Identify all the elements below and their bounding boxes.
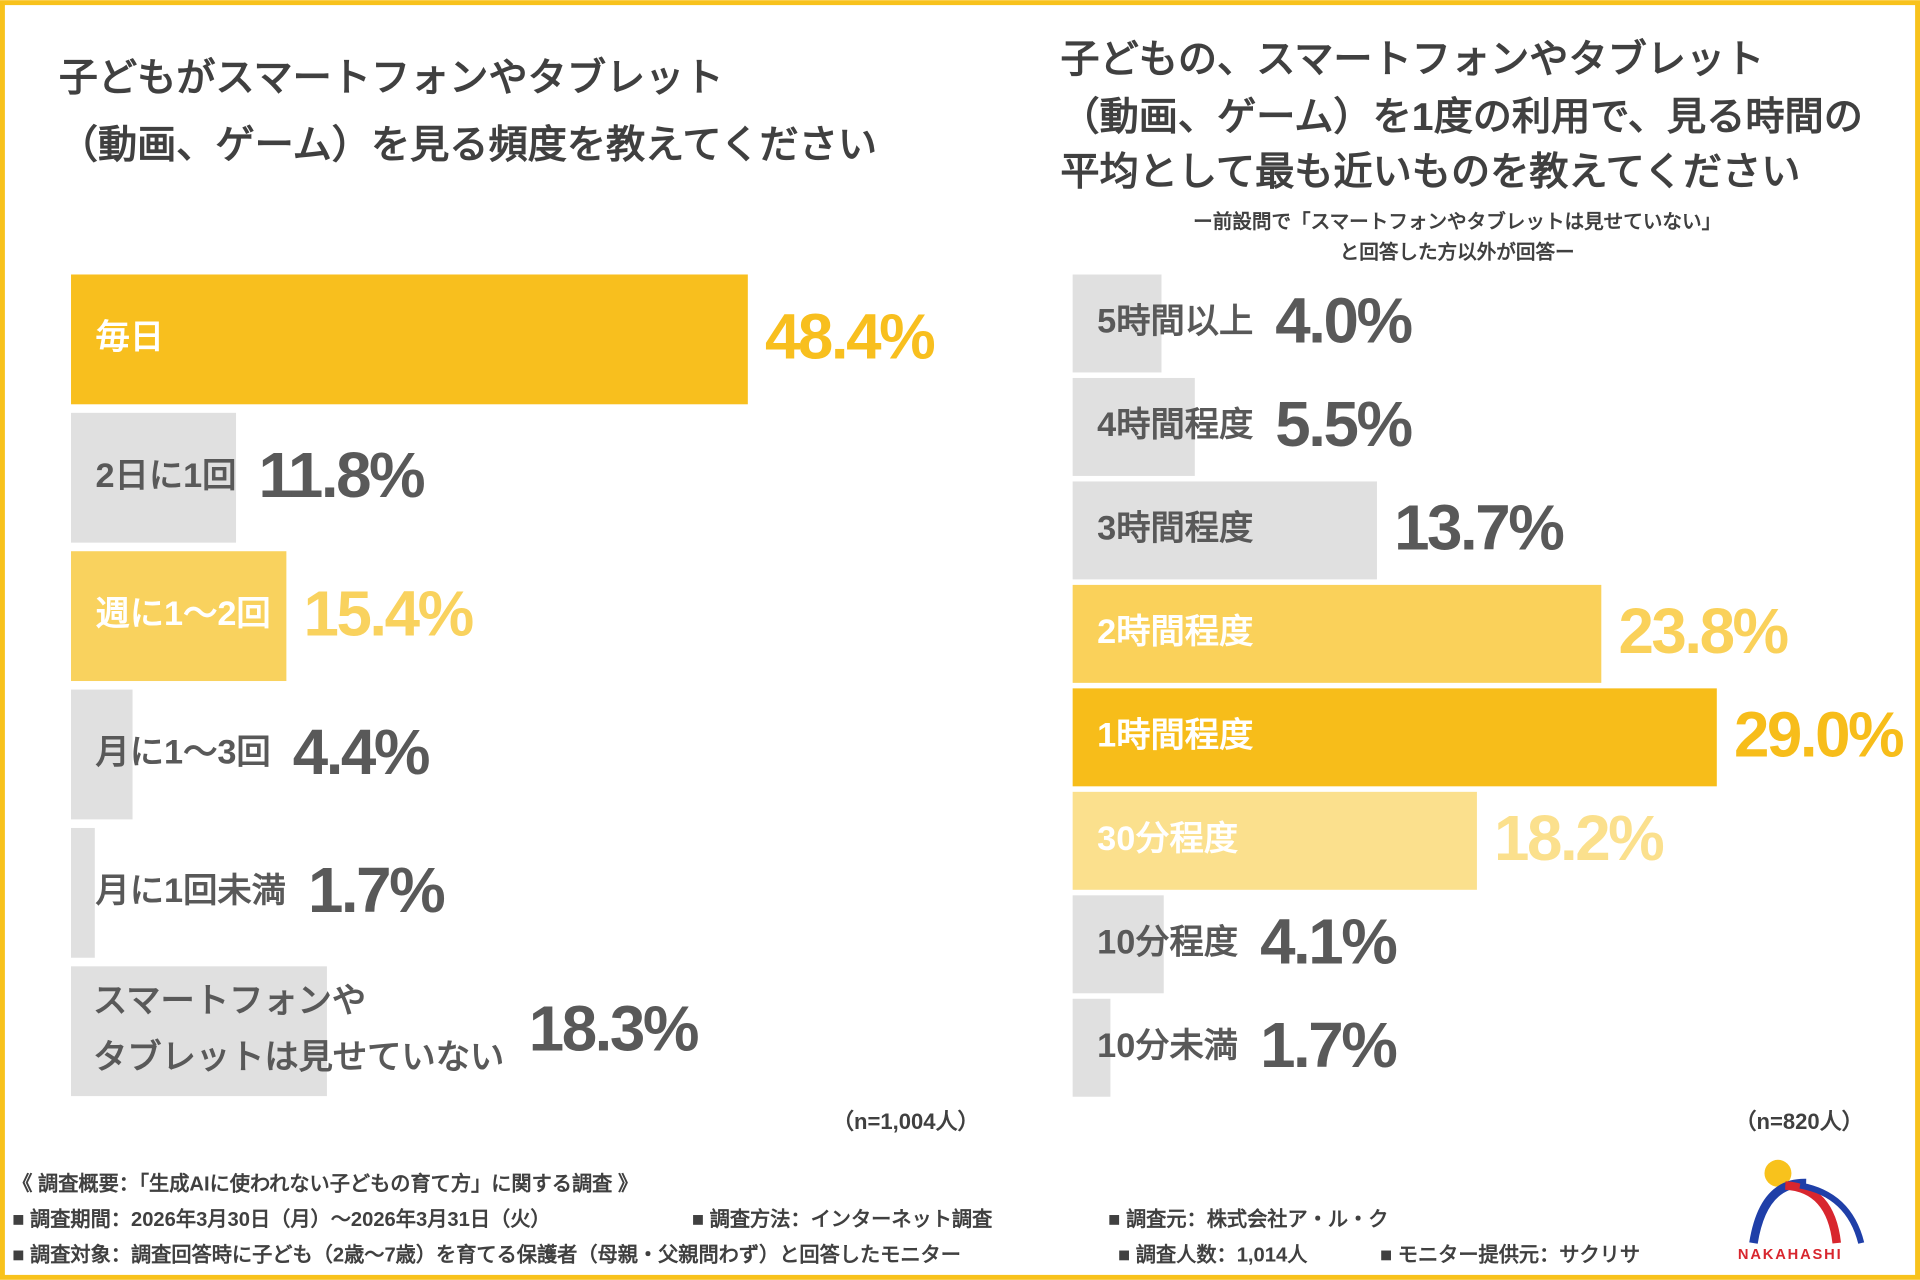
value-label: 4.1% [1260,907,1396,978]
bar [1072,584,1602,683]
value-label: 4.4% [293,717,429,788]
category-label: 4時間程度 [1097,406,1254,444]
value-label: 23.8% [1618,596,1787,667]
chart-subtitle: と回答した方以外が回答ー [1340,241,1575,264]
bar [1072,791,1477,890]
value-label: 29.0% [1734,700,1903,771]
bar [1072,481,1377,580]
chart-subtitle: ー前設問で「スマートフォンやタブレットは見せていない」 [1193,210,1721,233]
category-label: 週に1～2回 [96,595,271,633]
category-label: 毎日 [96,318,165,356]
category-label: 5時間以上 [1097,303,1253,341]
value-label: 48.4% [765,302,934,373]
category-label: 3時間程度 [1097,509,1254,547]
category-label: 2日に1回 [96,457,237,495]
footer-item: ■ 調査人数：1,014人 [1118,1242,1308,1266]
footer-item: ■ 調査方法：インターネット調査 [692,1207,993,1231]
value-label: 13.7% [1394,493,1563,564]
category-label: 月に1回未満 [96,872,286,910]
bar [1072,377,1195,476]
chart-title: 子どもの、スマートフォンやタブレット [1060,37,1764,81]
chart-title: （動画、ゲーム）を見る頻度を教えてください [59,124,877,167]
logo-arc [1799,1182,1865,1244]
value-label: 15.4% [304,578,473,649]
bar [71,412,237,543]
bar [71,827,95,958]
bar [1072,688,1717,787]
bar [71,966,327,1097]
category-label: 1時間程度 [1097,716,1254,754]
sample-note: （n=820人） [1734,1109,1863,1134]
footer-item: ■ モニター提供元：サクリサ [1380,1242,1640,1266]
logo-text: NAKAHASHI [1738,1247,1843,1263]
category-label: スマートフォンやタブレットは見せていない [93,982,504,1076]
sample-note: （n=1,004人） [832,1109,980,1134]
value-label: 11.8% [258,440,424,511]
value-label: 18.2% [1494,803,1663,874]
logo-sun [1764,1159,1792,1187]
logo: NAKAHASHI [1738,1159,1865,1263]
bar [71,274,748,405]
footer-item: ■ 調査対象：調査回答時に子ども（2歳～7歳）を育てる保護者（母親・父親問わず）… [12,1242,961,1266]
chart-title: 子どもがスマートフォンやタブレット [59,56,724,100]
category-label: 30分程度 [1097,820,1239,858]
value-label: 18.3% [529,993,698,1064]
category-label: 10分程度 [1097,923,1239,961]
category-label: 月に1～3回 [96,734,271,772]
footer-item: ■ 調査元：株式会社ア・ル・ク [1108,1207,1388,1231]
category-label: 2時間程度 [1097,613,1254,651]
footer-heading: 《 調査概要：「生成AIに使われない子どもの育て方」に関する調査 》 [12,1171,638,1195]
bar [71,551,287,682]
bar [1072,274,1162,373]
chart-title: （動画、ゲーム）を1度の利用で、見る時間の [1060,96,1862,139]
chart-title: 平均として最も近いものを教えてください [1060,151,1800,194]
value-label: 4.0% [1275,286,1411,357]
value-label: 1.7% [308,855,444,926]
value-label: 5.5% [1275,389,1411,460]
bar [1072,895,1164,994]
footer-item: ■ 調査期間：2026年3月30日（月）～2026年3月31日（火） [12,1207,550,1231]
bar [71,689,133,820]
bar [1072,998,1111,1097]
category-label: 10分未満 [1097,1027,1238,1065]
logo-arc [1784,1181,1841,1244]
value-label: 1.7% [1260,1010,1396,1081]
